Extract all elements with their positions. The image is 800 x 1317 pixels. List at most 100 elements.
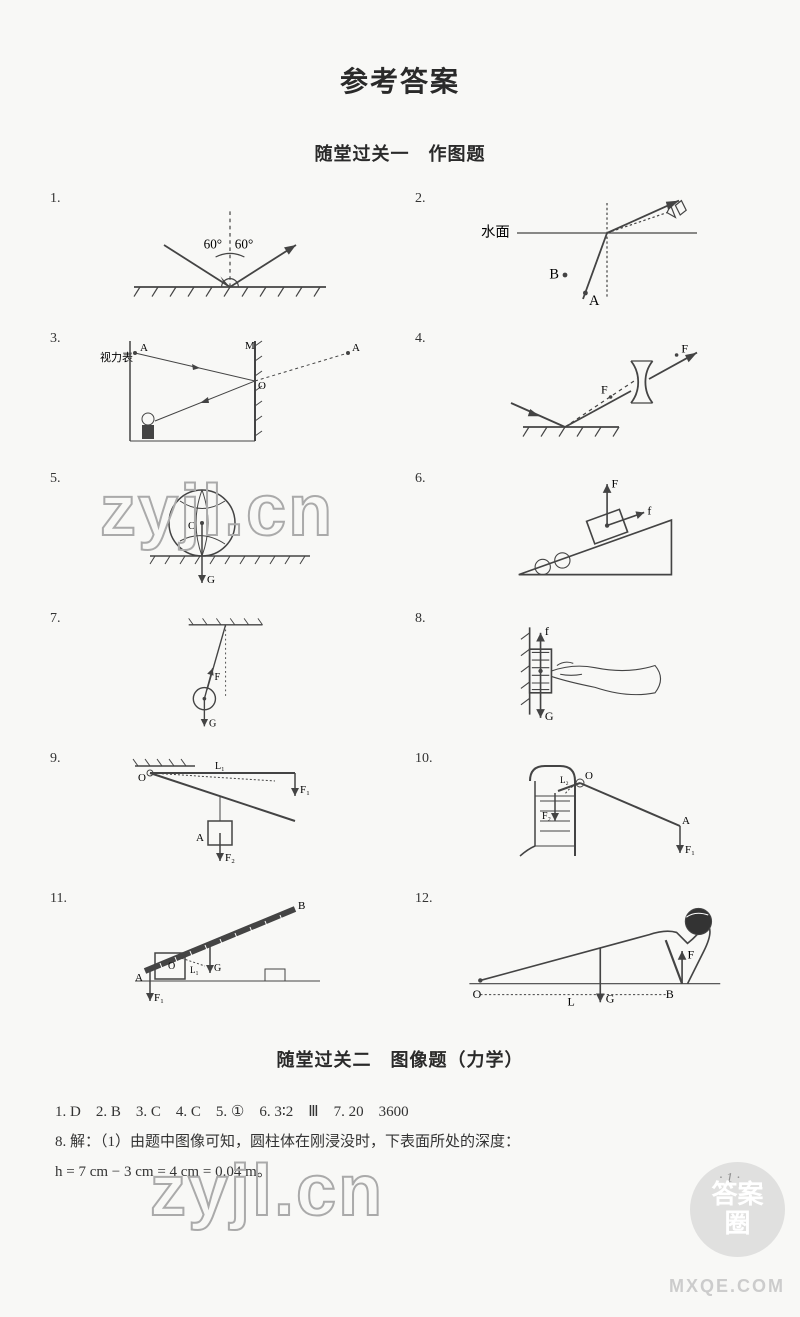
diagram-item: 1. 60° 60° — [50, 191, 385, 311]
svg-text:O: O — [188, 520, 196, 532]
item-number: 2. — [415, 191, 426, 207]
ans: 6. 3∶2 Ⅲ — [244, 1104, 318, 1120]
ans: 5. ① — [201, 1104, 244, 1120]
solution-line-1: 8. 解：（1）由题中图像可知，圆柱体在刚浸没时，下表面所处的深度： — [55, 1127, 745, 1157]
item-number: 9. — [50, 751, 61, 767]
item-number: 4. — [415, 331, 426, 347]
diagram-mirror-vision: 视力表 A A' M O — [50, 331, 385, 451]
item-number: 8. — [415, 611, 426, 627]
svg-text:F₁: F₁ — [300, 784, 310, 796]
lens-svg: F F — [475, 331, 715, 451]
svg-text:O: O — [585, 770, 593, 782]
badge-text-top: 答案 — [711, 1181, 763, 1210]
diagram-grid: 1. 60° 60° — [50, 191, 750, 1011]
svg-text:G: G — [207, 574, 215, 586]
diagram-item: 8. f G — [415, 611, 750, 731]
diagram-ball: O G — [50, 471, 385, 591]
svg-text:A: A — [682, 815, 690, 827]
diagram-wall-hand: f G — [415, 611, 750, 731]
diagram-item: 5. O G — [50, 471, 385, 591]
svg-text:O: O — [138, 772, 146, 784]
diagram-item: 2. 水面 A B — [415, 191, 750, 311]
item-number: 3. — [50, 331, 61, 347]
diagram-pendulum: F G — [50, 611, 385, 731]
svg-text:L₂: L₂ — [560, 775, 569, 785]
svg-text:F₂: F₂ — [225, 852, 235, 864]
svg-text:F: F — [601, 382, 608, 396]
item-number: 1. — [50, 191, 61, 207]
diagram-item: 11. A B O L₁ G — [50, 891, 385, 1011]
ans: 2. B — [81, 1104, 121, 1120]
svg-text:A: A — [135, 972, 143, 984]
svg-text:F: F — [681, 342, 688, 356]
diagram-item: 3. 视力表 A A' M — [50, 331, 385, 451]
reflection-svg: 60° 60° — [110, 191, 350, 311]
bracket-svg: O L₁ F₁ A F₂ — [120, 751, 340, 871]
diagram-reflection: 60° 60° — [50, 191, 385, 311]
svg-text:G: G — [209, 718, 216, 729]
diagram-item: 6. F f — [415, 471, 750, 591]
svg-text:G: G — [606, 991, 615, 1005]
svg-text:L: L — [568, 995, 575, 1009]
diagram-incline: F f — [415, 471, 750, 591]
pendulum-svg: F G — [161, 611, 299, 731]
answer-line-1: 1. D 2. B 3. C 4. C 5. ① 6. 3∶2 Ⅲ 7. 20 … — [55, 1097, 745, 1127]
svg-text:A: A — [589, 293, 600, 309]
ans: 7. 20 3600 — [319, 1104, 409, 1120]
diagram-incline-lever: A B O L₁ G F₁ — [50, 891, 385, 1011]
svg-text:O: O — [473, 987, 482, 1001]
diagram-item: 7. F G — [50, 611, 385, 731]
page-container: 参考答案 随堂过关一 作图题 1. — [0, 0, 800, 1217]
svg-text:L₁: L₁ — [190, 965, 199, 975]
svg-text:F₁: F₁ — [685, 844, 695, 856]
incline-svg: F f — [486, 471, 704, 591]
ans: 3. C — [121, 1104, 161, 1120]
item-number: 5. — [50, 471, 61, 487]
pump-svg: O L₂ F₂ A F₁ — [480, 751, 710, 871]
svg-text:M: M — [245, 340, 255, 352]
svg-text:B: B — [298, 900, 305, 912]
section2-answers: 1. D 2. B 3. C 4. C 5. ① 6. 3∶2 Ⅲ 7. 20 … — [50, 1097, 750, 1187]
svg-text:F₂: F₂ — [542, 811, 551, 822]
svg-text:F: F — [214, 672, 220, 683]
watermark-mxqe: MXQE.COM — [669, 1276, 785, 1297]
svg-text:L₁: L₁ — [215, 761, 225, 772]
svg-text:O: O — [168, 961, 175, 972]
svg-text:60°: 60° — [204, 237, 222, 252]
item-number: 6. — [415, 471, 426, 487]
svg-text:f: f — [647, 504, 651, 518]
diagram-lever-bracket: O L₁ F₁ A F₂ — [50, 751, 385, 871]
svg-text:F: F — [611, 476, 618, 490]
watermark-badge: 答案 圈 — [690, 1162, 785, 1257]
svg-text:A: A — [196, 832, 204, 844]
item-number: 7. — [50, 611, 61, 627]
diagram-item: 9. O L₁ F₁ A — [50, 751, 385, 871]
item-number: 10. — [415, 751, 433, 767]
svg-text:A': A' — [352, 342, 360, 354]
svg-text:视力表: 视力表 — [100, 350, 133, 364]
svg-text:A: A — [140, 342, 148, 354]
svg-text:水面: 水面 — [481, 224, 510, 241]
svg-text:F: F — [688, 948, 695, 962]
diagram-pushup: O L G B F — [415, 891, 750, 1011]
section2-title: 随堂过关二 图像题（力学） — [50, 1046, 750, 1072]
refraction-svg: 水面 A B — [475, 191, 715, 311]
svg-text:B: B — [666, 987, 674, 1001]
diagram-pump: O L₂ F₂ A F₁ — [415, 751, 750, 871]
item-number: 12. — [415, 891, 433, 907]
mirror-svg: 视力表 A A' M O — [100, 331, 360, 451]
item-number: 11. — [50, 891, 67, 907]
ans: 1. D — [55, 1104, 81, 1120]
ball-svg: O G — [130, 471, 330, 591]
wall-svg: f G — [486, 611, 704, 731]
svg-text:F₁: F₁ — [154, 992, 164, 1004]
svg-text:G: G — [545, 709, 554, 723]
svg-text:G: G — [214, 963, 221, 974]
solution-line-2: h = 7 cm − 3 cm = 4 cm = 0.04 m。 — [55, 1157, 745, 1187]
diagram-refraction: 水面 A B — [415, 191, 750, 311]
svg-text:60°: 60° — [235, 237, 253, 252]
svg-text:B: B — [549, 267, 559, 283]
diagram-lens: F F — [415, 331, 750, 451]
ans: 4. C — [161, 1104, 201, 1120]
inclever-svg: A B O L₁ G F₁ — [120, 891, 340, 1011]
